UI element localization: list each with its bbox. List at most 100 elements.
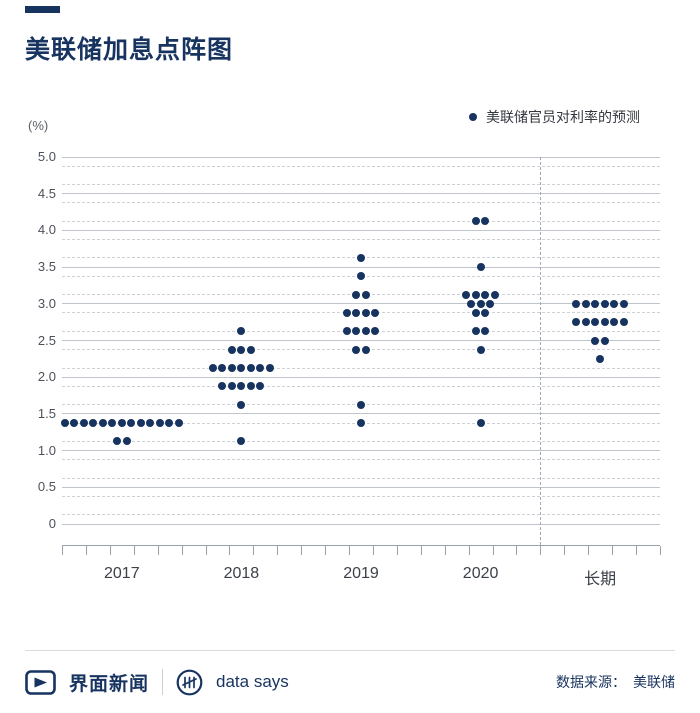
y-axis-label: 3.0 <box>37 295 56 311</box>
y-axis-unit-label: (%) <box>28 118 49 133</box>
y-axis-label: 0.5 <box>37 479 56 495</box>
forecast-dot <box>256 382 265 391</box>
y-axis-label: 5.0 <box>37 149 56 164</box>
forecast-dot <box>610 299 619 308</box>
y-axis-label: 1.0 <box>37 442 56 458</box>
forecast-dot <box>246 382 255 391</box>
forecast-dot <box>89 419 98 428</box>
forecast-dot <box>471 327 480 336</box>
y-axis-label: 4.0 <box>37 222 56 238</box>
forecast-dot <box>357 253 365 262</box>
x-axis-label: 长期 <box>584 571 617 588</box>
forecast-dot <box>227 382 236 391</box>
forecast-dot <box>361 290 370 299</box>
forecast-dot <box>357 419 365 428</box>
gridline-solid <box>62 193 660 195</box>
forecast-dot <box>117 419 126 428</box>
forecast-dot <box>357 272 365 281</box>
forecast-dot <box>581 318 590 327</box>
forecast-dot <box>486 299 495 308</box>
x-axis-tick <box>85 546 87 555</box>
data-source-value: 美联储 <box>633 674 675 690</box>
x-axis-tick <box>229 546 231 555</box>
gridline-dashed <box>62 385 660 387</box>
forecast-dot <box>572 318 581 327</box>
forecast-dot <box>581 299 590 308</box>
x-axis-tick <box>636 546 638 555</box>
forecast-dot <box>619 318 628 327</box>
x-axis-line <box>62 545 660 546</box>
gridline-solid <box>62 266 660 268</box>
forecast-dot <box>127 419 136 428</box>
x-axis-tick <box>420 546 422 555</box>
forecast-dot <box>600 299 609 308</box>
gridline-dashed <box>62 165 660 167</box>
jiemian-logo-icon <box>25 669 56 695</box>
forecast-dot <box>471 308 480 317</box>
x-axis-tick <box>516 546 518 555</box>
forecast-dot <box>481 308 490 317</box>
x-axis-tick <box>612 546 614 555</box>
forecast-dot <box>218 382 227 391</box>
forecast-dot <box>361 345 370 354</box>
forecast-dot <box>174 419 183 428</box>
gridline-solid <box>62 413 660 415</box>
gridline-solid <box>62 486 660 488</box>
forecast-dot <box>352 290 361 299</box>
forecast-dot <box>476 345 485 354</box>
x-axis-tick <box>205 546 207 555</box>
forecast-dot <box>136 419 145 428</box>
x-axis-tick <box>133 546 135 555</box>
forecast-dot <box>572 299 581 308</box>
forecast-dot <box>246 364 255 373</box>
forecast-dot <box>481 217 490 226</box>
title-accent-bar <box>25 6 60 13</box>
gridline-dashed <box>62 367 660 369</box>
x-axis-tick <box>301 546 303 555</box>
forecast-dot <box>481 327 490 336</box>
gridline-dashed <box>62 184 660 186</box>
forecast-dot <box>371 327 380 336</box>
forecast-dot <box>70 419 79 428</box>
x-axis-label: 2019 <box>343 565 379 582</box>
forecast-dot <box>591 336 600 345</box>
forecast-dot <box>237 327 246 336</box>
footer-vertical-divider <box>162 669 164 695</box>
forecast-dot <box>146 419 155 428</box>
forecast-dot <box>361 327 370 336</box>
x-axis-tick <box>660 546 661 555</box>
x-axis-tick <box>157 546 159 555</box>
data-source-label: 数据来源： <box>556 674 626 690</box>
x-axis-tick <box>396 546 398 555</box>
x-axis-label: 2020 <box>462 565 499 582</box>
gridline-dashed <box>62 202 660 204</box>
data-source: 数据来源： 美联储 <box>556 672 675 692</box>
forecast-dot <box>165 419 174 428</box>
gridline-dashed <box>62 349 660 351</box>
forecast-dot <box>237 345 246 354</box>
forecast-dot <box>352 308 361 317</box>
forecast-dot <box>591 318 600 327</box>
forecast-dot <box>476 419 485 428</box>
gridline-solid <box>62 376 660 378</box>
forecast-dot <box>481 290 490 299</box>
legend-dot-icon <box>469 113 477 121</box>
x-axis-tick <box>349 546 351 555</box>
forecast-dot <box>208 364 217 373</box>
forecast-dot <box>227 345 236 354</box>
forecast-dot <box>476 263 485 272</box>
gridline-solid <box>62 450 660 452</box>
forecast-dot <box>471 290 480 299</box>
forecast-dot <box>237 382 246 391</box>
gridline-dashed <box>62 495 660 497</box>
x-axis-tick <box>109 546 111 555</box>
gridline-solid <box>62 340 660 341</box>
x-axis-label: 2018 <box>223 565 260 582</box>
y-axis-label: 4.5 <box>37 185 56 201</box>
gridline-solid <box>62 229 660 231</box>
forecast-dot <box>237 364 246 373</box>
gridline-dashed <box>62 294 660 296</box>
x-axis-tick <box>588 546 590 555</box>
long-run-separator-line <box>540 157 542 545</box>
